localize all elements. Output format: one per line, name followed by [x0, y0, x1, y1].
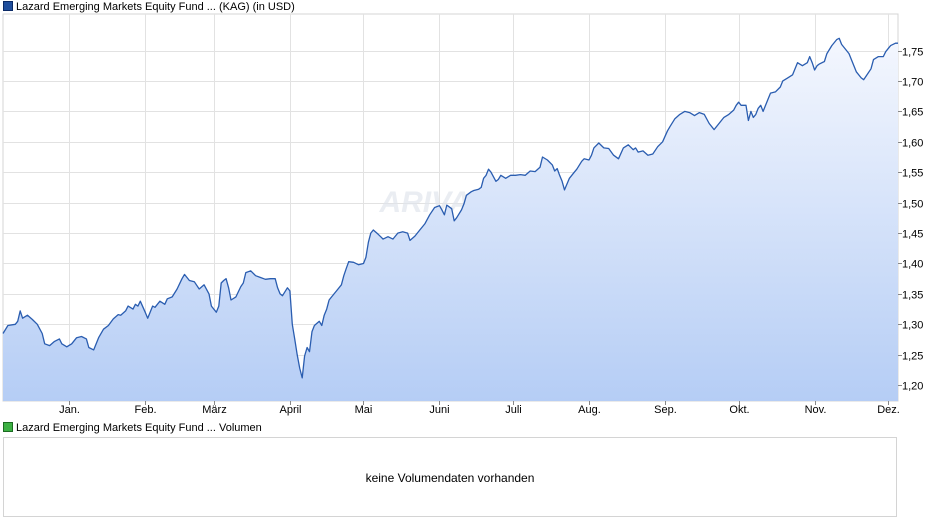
x-tick-label: März [202, 404, 226, 416]
x-tick-label: April [279, 404, 301, 416]
volume-series-swatch [3, 422, 13, 432]
x-tick-label: Okt. [729, 404, 749, 416]
volume-legend: Lazard Emerging Markets Equity Fund ... … [3, 421, 262, 435]
x-tick-label: Sep. [654, 404, 677, 416]
x-tick-label: Feb. [134, 404, 156, 416]
y-tick-label: 1,60 [902, 138, 923, 150]
x-axis-ticks: Jan. Feb. März April Mai Juni Juli Aug. Sep. Okt.… [59, 401, 900, 416]
price-line [2, 37, 898, 379]
price-chart: ARIVA.DE 1,201,251,301,351,401,451,501,5… [2, 13, 923, 416]
y-tick-label: 1,30 [902, 320, 923, 332]
y-tick-label: 1,75 [902, 47, 923, 59]
y-tick-label: 1,20 [902, 381, 923, 393]
y-tick-label: 1,25 [902, 351, 923, 363]
price-series-swatch [3, 1, 13, 11]
no-volume-message: keine Volumendaten vorhanden [365, 471, 535, 485]
price-legend: Lazard Emerging Markets Equity Fund ... … [3, 0, 295, 14]
y-tick-label: 1,45 [902, 229, 923, 241]
x-tick-label: Juli [505, 404, 522, 416]
x-tick-label: Dez. [877, 404, 900, 416]
y-axis-ticks: 1,20 1,25 1,30 1,35 1,40 1,45 1,50 1,55 1,60 1,65… [898, 47, 923, 393]
y-tick-label: 1,40 [902, 259, 923, 271]
x-tick-label: Juni [429, 404, 449, 416]
x-tick-label: Nov. [805, 404, 827, 416]
volume-panel: keine Volumendaten vorhanden [3, 437, 897, 517]
y-tick-label: 1,70 [902, 77, 923, 89]
x-tick-label: Mai [355, 404, 373, 416]
y-tick-label: 1,65 [902, 107, 923, 119]
price-legend-label: Lazard Emerging Markets Equity Fund ... … [16, 1, 295, 13]
y-tick-label: 1,55 [902, 168, 923, 180]
volume-legend-label: Lazard Emerging Markets Equity Fund ... … [16, 422, 262, 434]
x-tick-label: Jan. [59, 404, 80, 416]
y-tick-label: 1,50 [902, 199, 923, 211]
y-tick-label: 1,35 [902, 290, 923, 302]
price-area-fill [3, 38, 898, 402]
x-tick-label: Aug. [578, 404, 601, 416]
